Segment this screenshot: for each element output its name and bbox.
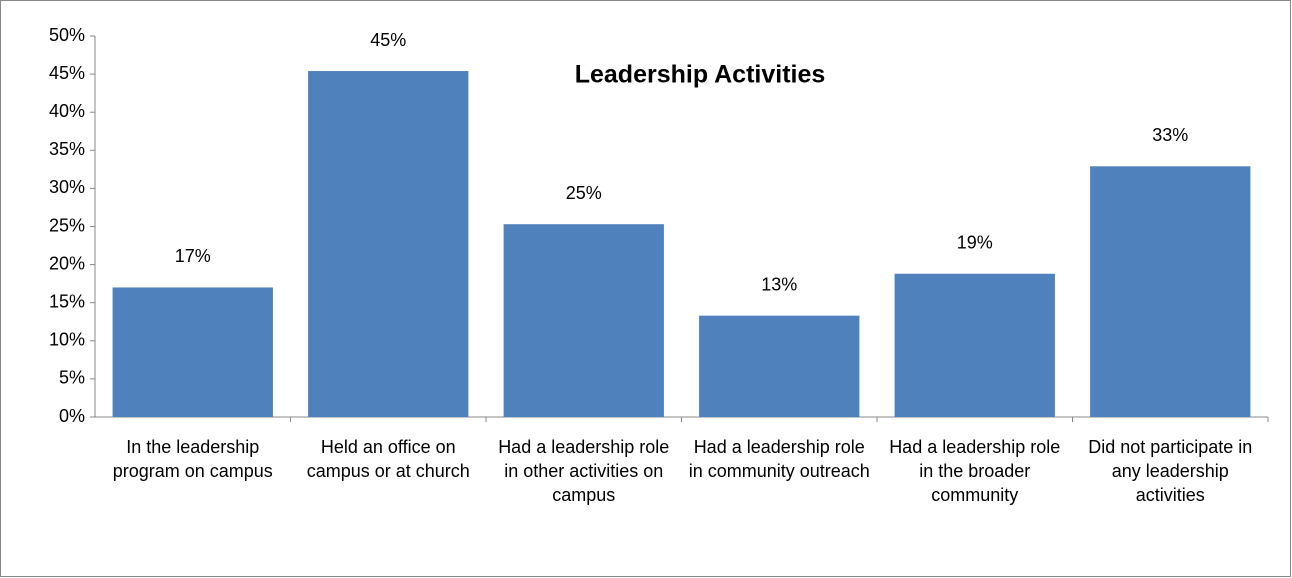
bar: [112, 287, 273, 417]
x-tick-label: Had a leadership role in other activitie…: [498, 437, 670, 505]
x-tick-label: Did not participate in any leadership ac…: [1088, 437, 1253, 505]
y-tick-label: 15%: [49, 291, 85, 311]
y-tick-label: 35%: [49, 139, 85, 159]
y-tick-label: 20%: [49, 253, 85, 273]
bar: [894, 273, 1055, 417]
y-tick-label: 50%: [49, 25, 85, 45]
y-tick-label: 30%: [49, 177, 85, 197]
data-label: 13%: [761, 274, 797, 294]
data-label: 19%: [957, 232, 993, 252]
data-label: 45%: [370, 30, 406, 50]
y-tick-label: 0%: [59, 406, 85, 426]
bar: [503, 224, 664, 417]
y-tick-label: 40%: [49, 101, 85, 121]
bar: [308, 71, 469, 417]
data-label: 33%: [1152, 125, 1188, 145]
x-tick-label: Had a leadership role in community outre…: [688, 437, 870, 481]
x-tick-label: Had a leadership role in the broader com…: [889, 437, 1061, 505]
x-tick-label: In the leadership program on campus: [112, 437, 273, 481]
bar: [699, 315, 860, 417]
y-tick-label: 45%: [49, 63, 85, 83]
x-tick-label: Held an office on campus or at church: [306, 437, 470, 481]
data-label: 17%: [175, 246, 211, 266]
y-tick-label: 5%: [59, 368, 85, 388]
bar: [1090, 166, 1251, 417]
y-tick-label: 25%: [49, 215, 85, 235]
data-label: 25%: [566, 183, 602, 203]
y-tick-label: 10%: [49, 330, 85, 350]
chart-title: Leadership Activities: [575, 61, 826, 89]
